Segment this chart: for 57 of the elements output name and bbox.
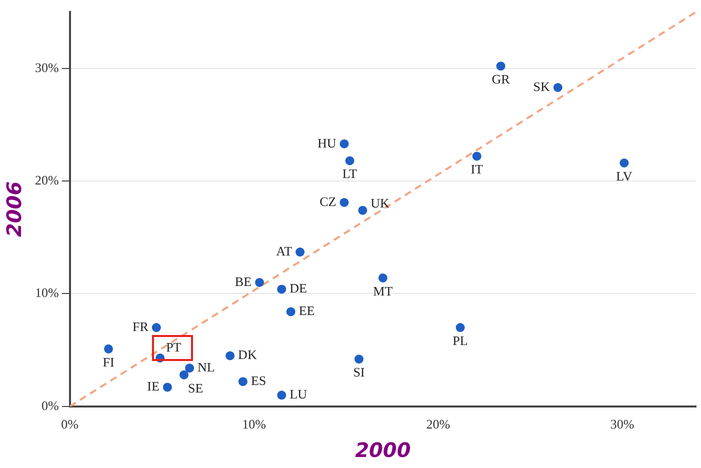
point [226, 351, 235, 360]
annotation: FI [102, 354, 114, 370]
point [620, 158, 629, 168]
annotation: UK [370, 196, 390, 211]
y-tick-label: 10% [34, 285, 59, 300]
annotation: CZ [320, 194, 336, 209]
annotation: FR [132, 318, 149, 334]
point [378, 273, 388, 282]
annotation: HU [317, 135, 337, 150]
point [277, 284, 286, 294]
point [238, 377, 248, 386]
annotation: PT [166, 339, 182, 354]
point [162, 382, 172, 392]
point [277, 390, 286, 400]
annotation: SK [533, 78, 550, 94]
annotation: SI [353, 364, 365, 380]
point [345, 156, 354, 166]
point [286, 307, 296, 316]
annotation: DK [238, 347, 258, 362]
x-tick-label: 30% [610, 416, 634, 432]
annotation: SE [188, 380, 204, 396]
annotation: AT [276, 243, 292, 258]
point [152, 323, 161, 332]
point [472, 152, 482, 161]
annotation: MT [373, 283, 393, 298]
annotation: ES [250, 373, 266, 388]
annotation: NL [198, 360, 215, 375]
point [358, 206, 368, 215]
annotation: LV [616, 168, 633, 184]
annotation: LU [290, 386, 308, 402]
annotation: PL [452, 332, 468, 348]
annotation: GR [492, 72, 510, 87]
y-tick-label: 30% [34, 60, 59, 75]
point [340, 198, 349, 207]
point [553, 83, 562, 92]
y-tick-label: 0% [41, 398, 59, 413]
x-tick-label: 0% [61, 416, 79, 432]
annotation: EE [298, 303, 315, 318]
point [340, 139, 349, 148]
annotation: IT [470, 162, 484, 177]
y-axis-title: 2006 [2, 181, 26, 238]
x-tick-label: 20% [426, 416, 450, 432]
point [456, 323, 465, 332]
point [104, 344, 114, 354]
annotation: BE [234, 274, 252, 289]
point [354, 354, 364, 364]
point [180, 370, 189, 380]
annotation: LT [342, 166, 358, 182]
annotation: DE [290, 280, 308, 296]
y-tick-label: 20% [34, 172, 59, 188]
annotation: IE [147, 378, 160, 394]
point [296, 248, 305, 257]
point [255, 278, 264, 287]
x-axis-title: 2000 [355, 438, 411, 462]
point [496, 62, 506, 71]
point [185, 364, 194, 373]
x-tick-label: 10% [242, 416, 266, 432]
